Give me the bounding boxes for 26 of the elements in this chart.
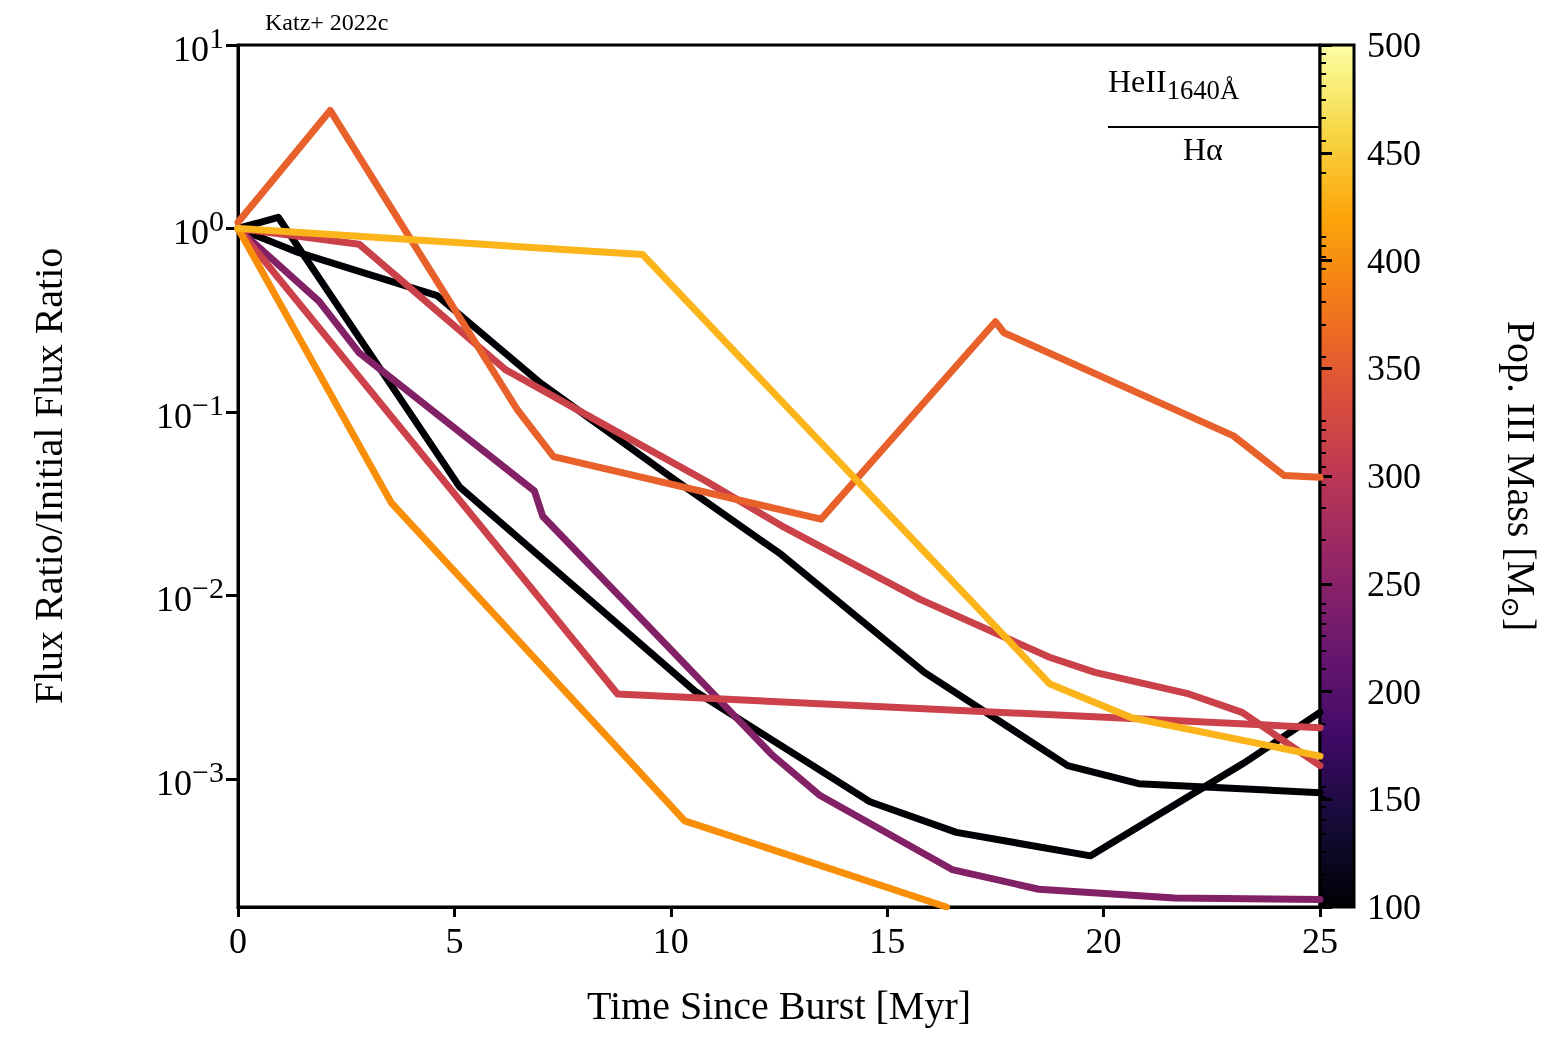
color-bar-label: 450	[1367, 132, 1421, 173]
y-axis-title: Flux Ratio/Initial Flux Ratio	[25, 247, 71, 705]
annotation: Hα	[1183, 131, 1223, 167]
color-bar-label: 400	[1367, 240, 1421, 281]
color-bar-label: 350	[1367, 348, 1421, 389]
y-tick-label: 10$^{−3}$	[156, 754, 224, 803]
x-axis-title: Time Since Burst [Myr]	[586, 982, 972, 1028]
color-bar-label: 300	[1367, 456, 1421, 496]
text: Katz+ 2022c	[265, 9, 389, 35]
color-bar-title: Pop. III Mass [M⊙]	[1495, 320, 1544, 632]
annotation: HeII$_{1640Å}$	[1108, 63, 1240, 106]
color-bar-label: 150	[1367, 779, 1421, 820]
y-tick-label: 10$^{0}$	[173, 204, 224, 253]
x-tick-label: 10	[652, 921, 689, 961]
x-tick-label: 20	[1085, 921, 1122, 961]
color-bar-label: 100	[1367, 887, 1421, 927]
x-tick-label: 25	[1302, 921, 1338, 961]
y-tick-label: 10$^{−1}$	[156, 387, 224, 436]
x-tick-label: 0	[229, 921, 247, 961]
color-bar-label: 500	[1367, 25, 1421, 65]
color-bar-label: 250	[1367, 563, 1421, 604]
x-tick-label: 5	[445, 921, 464, 961]
y-tick-label: 10$^{−2}$	[156, 571, 224, 620]
color-bar-label: 200	[1367, 671, 1421, 712]
y-tick-label: 10$^{1}$	[173, 21, 224, 69]
x-tick-label: 15	[869, 921, 906, 961]
